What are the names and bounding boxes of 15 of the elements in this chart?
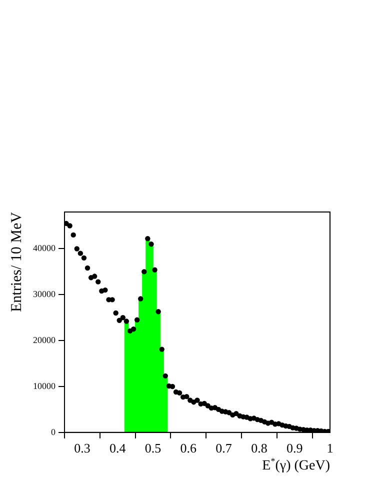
x-tick-label: 0.6 bbox=[180, 440, 198, 456]
y-tick-label: 40000 bbox=[33, 243, 56, 254]
y-tick-label: 0 bbox=[51, 426, 56, 437]
x-axis-title: E$^{*}$(γ) (GeV) bbox=[262, 456, 330, 475]
y-axis-title: Entries/ 10 MeV bbox=[8, 212, 25, 312]
x-tick-label: 0.4 bbox=[109, 440, 126, 456]
y-tick-label: 30000 bbox=[33, 289, 56, 300]
x-tick-label: 0.9 bbox=[286, 440, 303, 456]
x-tick-label: 0.3 bbox=[74, 440, 90, 456]
x-tick-label: 0.8 bbox=[251, 440, 268, 456]
y-tick-label: 10000 bbox=[33, 380, 56, 391]
x-tick-label: 0.7 bbox=[216, 440, 232, 456]
x-tick-label: 0.5 bbox=[144, 440, 162, 456]
x-tick-label: 1 bbox=[326, 440, 334, 456]
y-tick-label: 20000 bbox=[33, 334, 56, 345]
